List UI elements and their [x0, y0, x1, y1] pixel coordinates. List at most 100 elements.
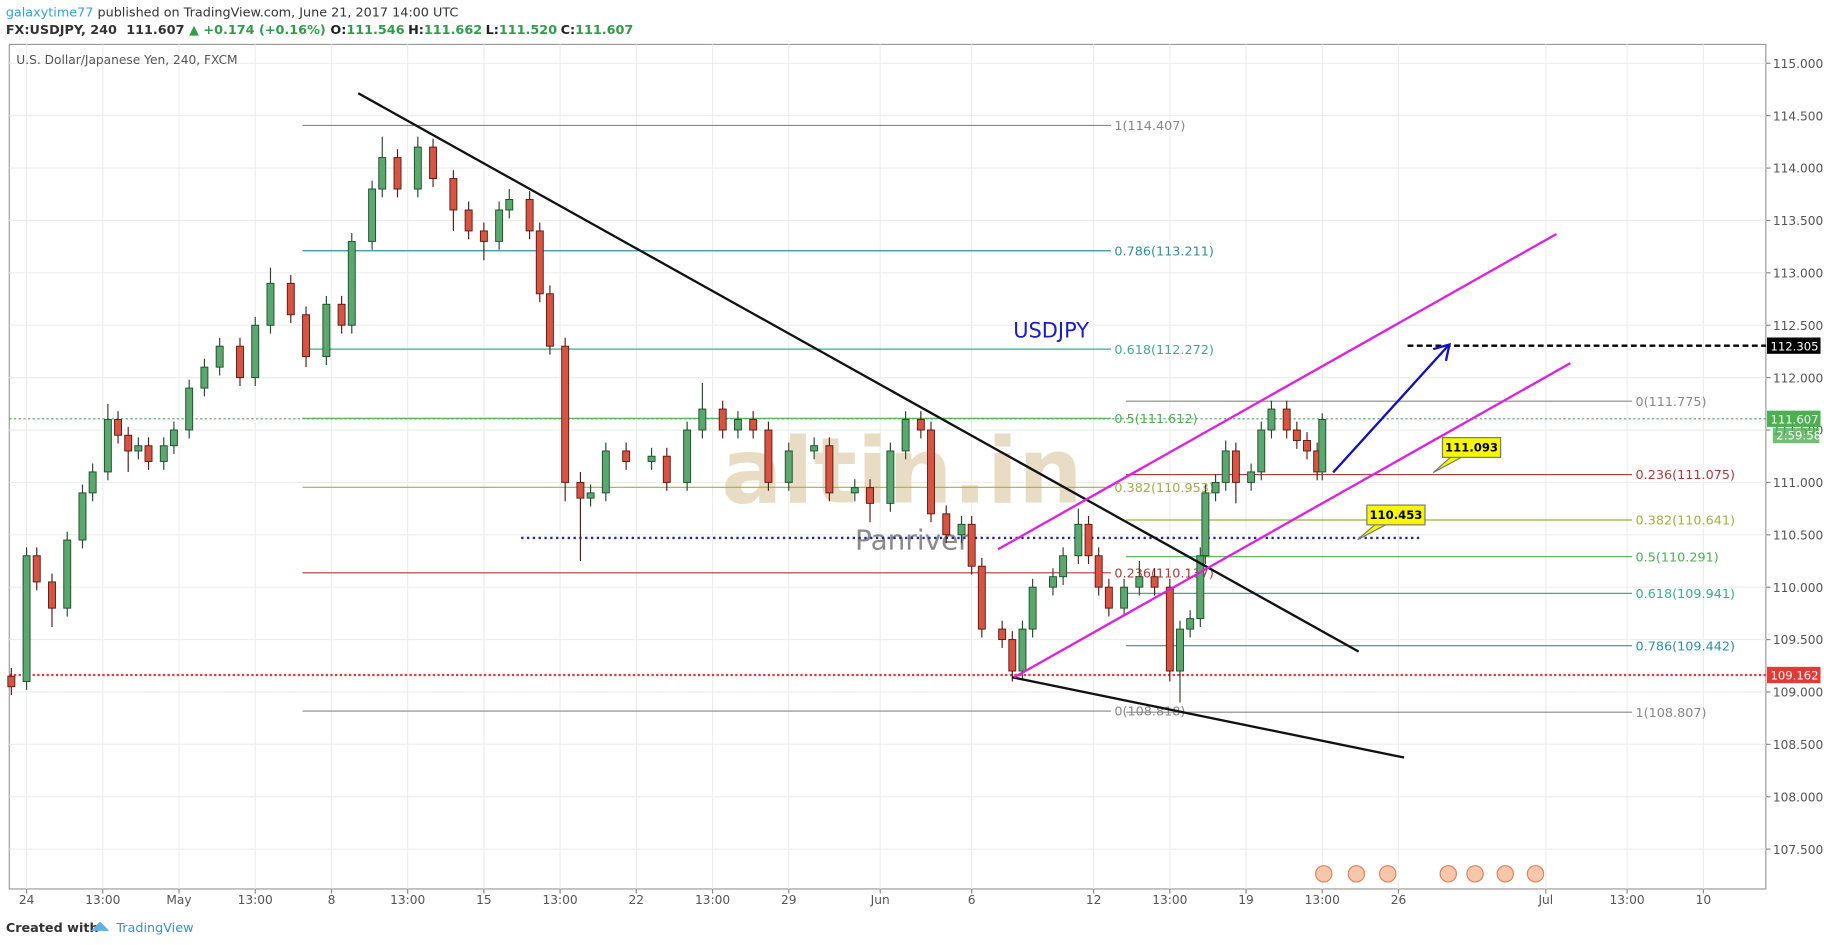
candle-body: [185, 387, 194, 431]
y-tick-label: 109.500: [1773, 633, 1823, 647]
y-tick-label: 113.500: [1773, 214, 1823, 228]
candle-body: [1028, 586, 1037, 630]
candle-body: [622, 450, 631, 462]
axes: 107.500 108.000 108.500 109.000 109.500 110.0…: [19, 57, 1823, 907]
candle-body: [464, 209, 473, 232]
candle-body: [449, 178, 458, 211]
candle-body: [236, 345, 244, 379]
y-tick-label: 112.000: [1773, 371, 1823, 385]
candle-body: [114, 419, 122, 436]
candle-body: [347, 240, 356, 326]
x-tick-label: 13:00: [695, 893, 730, 907]
candle-body: [901, 419, 910, 452]
annotation: USDJPY: [1013, 319, 1089, 343]
candle-body: [1008, 639, 1017, 672]
candle-body: [1135, 576, 1144, 588]
y-tick-label: 115.000: [1773, 57, 1823, 71]
x-tick-label: 13:00: [1305, 893, 1340, 907]
candle-body: [586, 492, 595, 499]
change: ▲ +0.174 (+0.16%): [189, 23, 326, 38]
x-tick-label: 13:00: [1610, 893, 1645, 907]
candle-body: [169, 429, 178, 447]
candle-body: [662, 455, 671, 483]
y-tick-label: 112.500: [1773, 319, 1823, 333]
y-tick-label: 110.500: [1773, 528, 1823, 542]
channel-line: [997, 233, 1558, 551]
candle-body: [764, 429, 773, 483]
published: published on TradingView.com, June 21, 2…: [93, 6, 458, 21]
price-tag: [1767, 666, 1821, 684]
x-tick-label: Jun: [870, 893, 890, 907]
candle-body: [784, 450, 793, 483]
candle-body: [22, 555, 31, 682]
fib-label: 0.5(111.612): [1114, 412, 1197, 427]
ohlc-label: O:: [330, 23, 346, 38]
x-tick-label: 12: [1086, 893, 1102, 907]
candle-body: [286, 282, 295, 316]
user[interactable]: galaxytime77: [6, 6, 94, 21]
candle-body: [957, 523, 966, 536]
candle-body: [1201, 492, 1210, 557]
fib-label: 0(111.775): [1636, 395, 1707, 410]
candle-body: [1094, 555, 1103, 588]
ohlc-label: L:: [486, 23, 499, 38]
candle-body: [7, 675, 16, 688]
candle-body: [88, 471, 97, 494]
candle-body: [48, 581, 56, 609]
ohlc-value: 111.662: [424, 23, 482, 38]
grid: [9, 44, 1766, 889]
header-line2: FX:USDJPY, 240 111.607 ▲ +0.174 (+0.16%) O:…: [6, 23, 633, 38]
candle-body: [535, 230, 544, 295]
candle-body: [942, 513, 951, 536]
candle-body: [1176, 628, 1184, 672]
footer-logo: [90, 921, 110, 931]
candle-body: [647, 455, 656, 462]
symbol: FX:USDJPY, 240: [6, 23, 117, 38]
fib-label: 0.5(110.291): [1636, 550, 1719, 565]
candle-body: [251, 324, 260, 379]
candle-body: [1267, 408, 1276, 431]
x-tick-label: 24: [19, 893, 35, 907]
x-tick-label: 8: [328, 893, 336, 907]
candle-body: [1104, 586, 1113, 609]
ohlc-value: 111.520: [499, 23, 557, 38]
candle-body: [810, 445, 819, 452]
x-tick-label: 26: [1391, 893, 1407, 907]
price-tag: [1767, 410, 1821, 427]
x-tick-label: 6: [968, 893, 976, 907]
arrow-head: [1432, 342, 1451, 362]
candle-body: [1018, 628, 1027, 672]
candle-body: [683, 429, 692, 483]
candle-body: [977, 565, 986, 630]
y-tick-label: 108.500: [1773, 738, 1823, 752]
watermark: Panriver: [855, 523, 970, 556]
header-line1: galaxytime77 published on TradingView.co…: [6, 6, 459, 21]
y-tick-label: 110.000: [1773, 581, 1823, 595]
candle-body: [525, 199, 534, 232]
candle-body: [302, 314, 310, 358]
candle-body: [1059, 555, 1068, 578]
trend-line: [357, 92, 1360, 653]
candle-body: [886, 450, 895, 504]
candle-body: [144, 445, 153, 462]
y-tick-label: 114.000: [1773, 162, 1823, 176]
event-icons: [1315, 865, 1545, 883]
fib-label: 1(114.407): [1114, 119, 1185, 134]
countdown-box: [1772, 428, 1820, 444]
footer-brand[interactable]: TradingView: [115, 921, 193, 936]
last: 111.607: [126, 23, 184, 38]
price-tag-label: 111.607: [1770, 412, 1818, 426]
candle-body: [1211, 481, 1220, 494]
candle-body: [1150, 576, 1159, 588]
candle-body: [561, 345, 570, 483]
callout-label: 111.093: [1445, 441, 1498, 455]
callout-box: [1441, 437, 1502, 458]
candle-body: [393, 157, 402, 190]
candle-body: [698, 408, 707, 431]
candle-body: [1257, 429, 1266, 473]
countdown: 2:59:58: [1776, 429, 1821, 443]
candle-body: [1231, 450, 1240, 483]
fib-label: 0.618(112.272): [1114, 343, 1213, 358]
ohlc-value: 111.546: [346, 23, 404, 38]
